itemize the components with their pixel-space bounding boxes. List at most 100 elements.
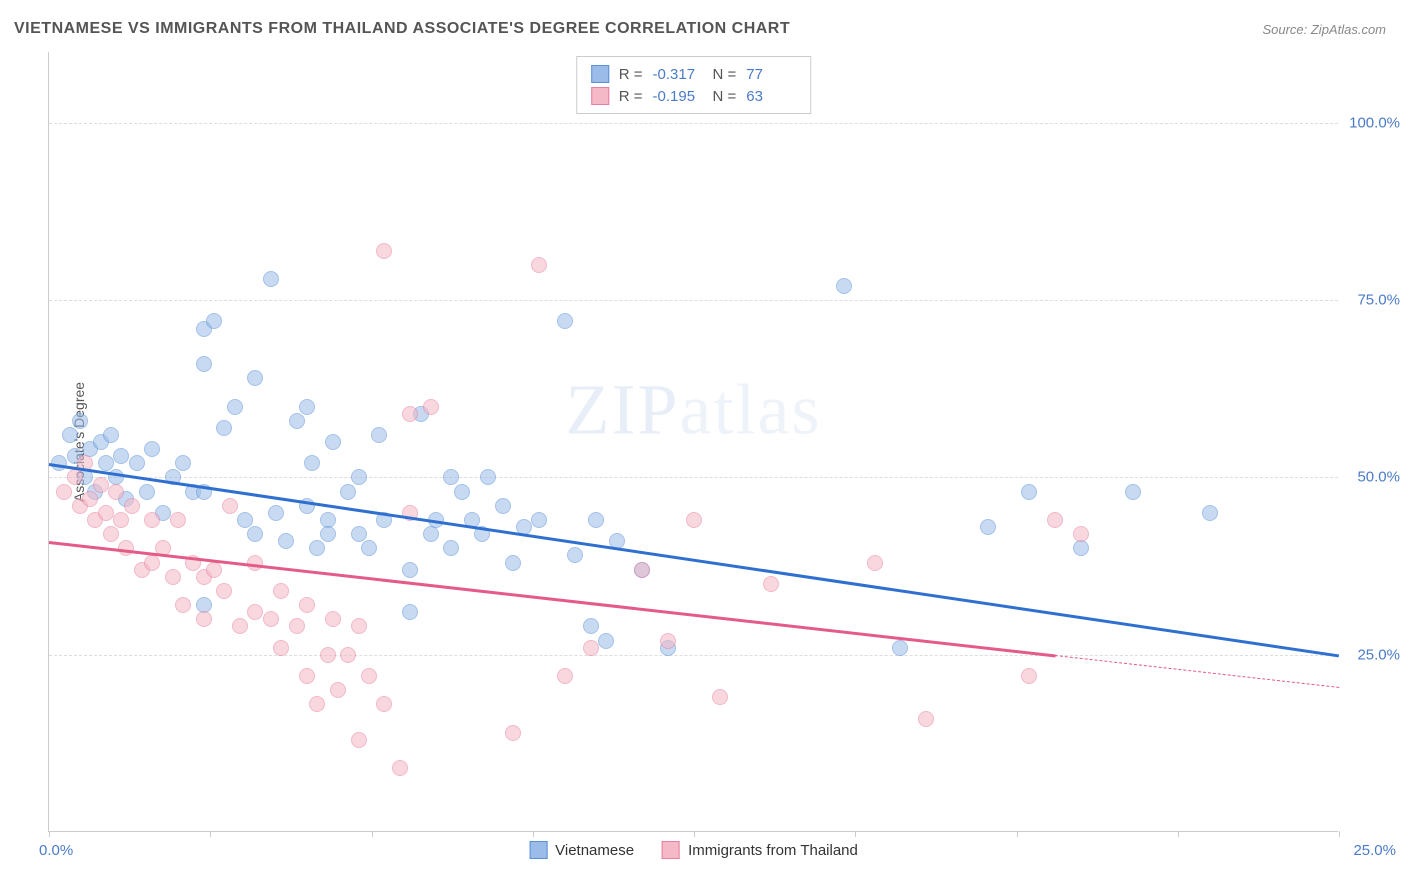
gridline-h bbox=[49, 655, 1338, 656]
y-tick-label: 25.0% bbox=[1357, 646, 1400, 663]
data-point bbox=[170, 512, 186, 528]
data-point bbox=[531, 512, 547, 528]
data-point bbox=[299, 668, 315, 684]
data-point bbox=[175, 597, 191, 613]
data-point bbox=[268, 505, 284, 521]
data-point bbox=[495, 498, 511, 514]
gridline-h bbox=[49, 300, 1338, 301]
data-point bbox=[129, 455, 145, 471]
data-point bbox=[392, 760, 408, 776]
data-point bbox=[227, 399, 243, 415]
stats-legend: R = -0.317 N = 77 R = -0.195 N = 63 bbox=[576, 56, 812, 114]
chart-title: VIETNAMESE VS IMMIGRANTS FROM THAILAND A… bbox=[14, 20, 790, 38]
data-point bbox=[304, 455, 320, 471]
data-point bbox=[263, 271, 279, 287]
data-point bbox=[351, 469, 367, 485]
data-point bbox=[62, 427, 78, 443]
data-point bbox=[237, 512, 253, 528]
x-tick bbox=[694, 831, 695, 837]
data-point bbox=[144, 555, 160, 571]
data-point bbox=[124, 498, 140, 514]
y-tick-label: 100.0% bbox=[1349, 114, 1400, 131]
data-point bbox=[206, 313, 222, 329]
data-point bbox=[423, 399, 439, 415]
data-point bbox=[103, 526, 119, 542]
data-point bbox=[320, 647, 336, 663]
data-point bbox=[232, 618, 248, 634]
data-point bbox=[144, 512, 160, 528]
y-tick-label: 50.0% bbox=[1357, 469, 1400, 486]
data-point bbox=[505, 725, 521, 741]
gridline-h bbox=[49, 477, 1338, 478]
data-point bbox=[247, 370, 263, 386]
data-point bbox=[247, 555, 263, 571]
data-point bbox=[320, 526, 336, 542]
source-label: Source: ZipAtlas.com bbox=[1262, 22, 1386, 37]
data-point bbox=[289, 413, 305, 429]
y-tick-label: 75.0% bbox=[1357, 292, 1400, 309]
x-origin-label: 0.0% bbox=[39, 842, 73, 859]
swatch-series-0-b bbox=[529, 841, 547, 859]
data-point bbox=[980, 519, 996, 535]
data-point bbox=[263, 611, 279, 627]
data-point bbox=[1125, 484, 1141, 500]
data-point bbox=[836, 278, 852, 294]
data-point bbox=[113, 512, 129, 528]
swatch-series-1 bbox=[591, 87, 609, 105]
x-tick bbox=[1017, 831, 1018, 837]
data-point bbox=[67, 469, 83, 485]
data-point bbox=[165, 569, 181, 585]
data-point bbox=[361, 540, 377, 556]
data-point bbox=[402, 406, 418, 422]
data-point bbox=[103, 427, 119, 443]
data-point bbox=[309, 696, 325, 712]
data-point bbox=[1047, 512, 1063, 528]
data-point bbox=[351, 618, 367, 634]
x-tick bbox=[1339, 831, 1340, 837]
data-point bbox=[402, 604, 418, 620]
data-point bbox=[299, 597, 315, 613]
data-point bbox=[93, 477, 109, 493]
data-point bbox=[139, 484, 155, 500]
data-point bbox=[1021, 484, 1037, 500]
data-point bbox=[376, 696, 392, 712]
x-tick bbox=[372, 831, 373, 837]
data-point bbox=[98, 455, 114, 471]
data-point bbox=[480, 469, 496, 485]
data-point bbox=[309, 540, 325, 556]
data-point bbox=[144, 441, 160, 457]
data-point bbox=[113, 448, 129, 464]
data-point bbox=[289, 618, 305, 634]
data-point bbox=[216, 420, 232, 436]
x-tick bbox=[533, 831, 534, 837]
data-point bbox=[196, 356, 212, 372]
data-point bbox=[1202, 505, 1218, 521]
data-point bbox=[660, 633, 676, 649]
data-point bbox=[98, 505, 114, 521]
data-point bbox=[72, 413, 88, 429]
data-point bbox=[351, 732, 367, 748]
data-point bbox=[1073, 526, 1089, 542]
data-point bbox=[247, 526, 263, 542]
data-point bbox=[598, 633, 614, 649]
data-point bbox=[216, 583, 232, 599]
data-point bbox=[557, 668, 573, 684]
data-point bbox=[273, 583, 289, 599]
plot-area: ZIPatlas Associate's Degree 0.0% 25.0% R… bbox=[48, 52, 1338, 832]
trendline-extension bbox=[1055, 655, 1339, 688]
gridline-h bbox=[49, 123, 1338, 124]
data-point bbox=[423, 526, 439, 542]
data-point bbox=[340, 484, 356, 500]
data-point bbox=[361, 668, 377, 684]
data-point bbox=[443, 469, 459, 485]
data-point bbox=[557, 313, 573, 329]
bottom-legend: Vietnamese Immigrants from Thailand bbox=[529, 841, 858, 859]
data-point bbox=[371, 427, 387, 443]
legend-item-1: Immigrants from Thailand bbox=[662, 841, 858, 859]
data-point bbox=[108, 484, 124, 500]
data-point bbox=[273, 640, 289, 656]
swatch-series-0 bbox=[591, 65, 609, 83]
data-point bbox=[206, 562, 222, 578]
chart-container: VIETNAMESE VS IMMIGRANTS FROM THAILAND A… bbox=[0, 0, 1406, 892]
data-point bbox=[299, 399, 315, 415]
